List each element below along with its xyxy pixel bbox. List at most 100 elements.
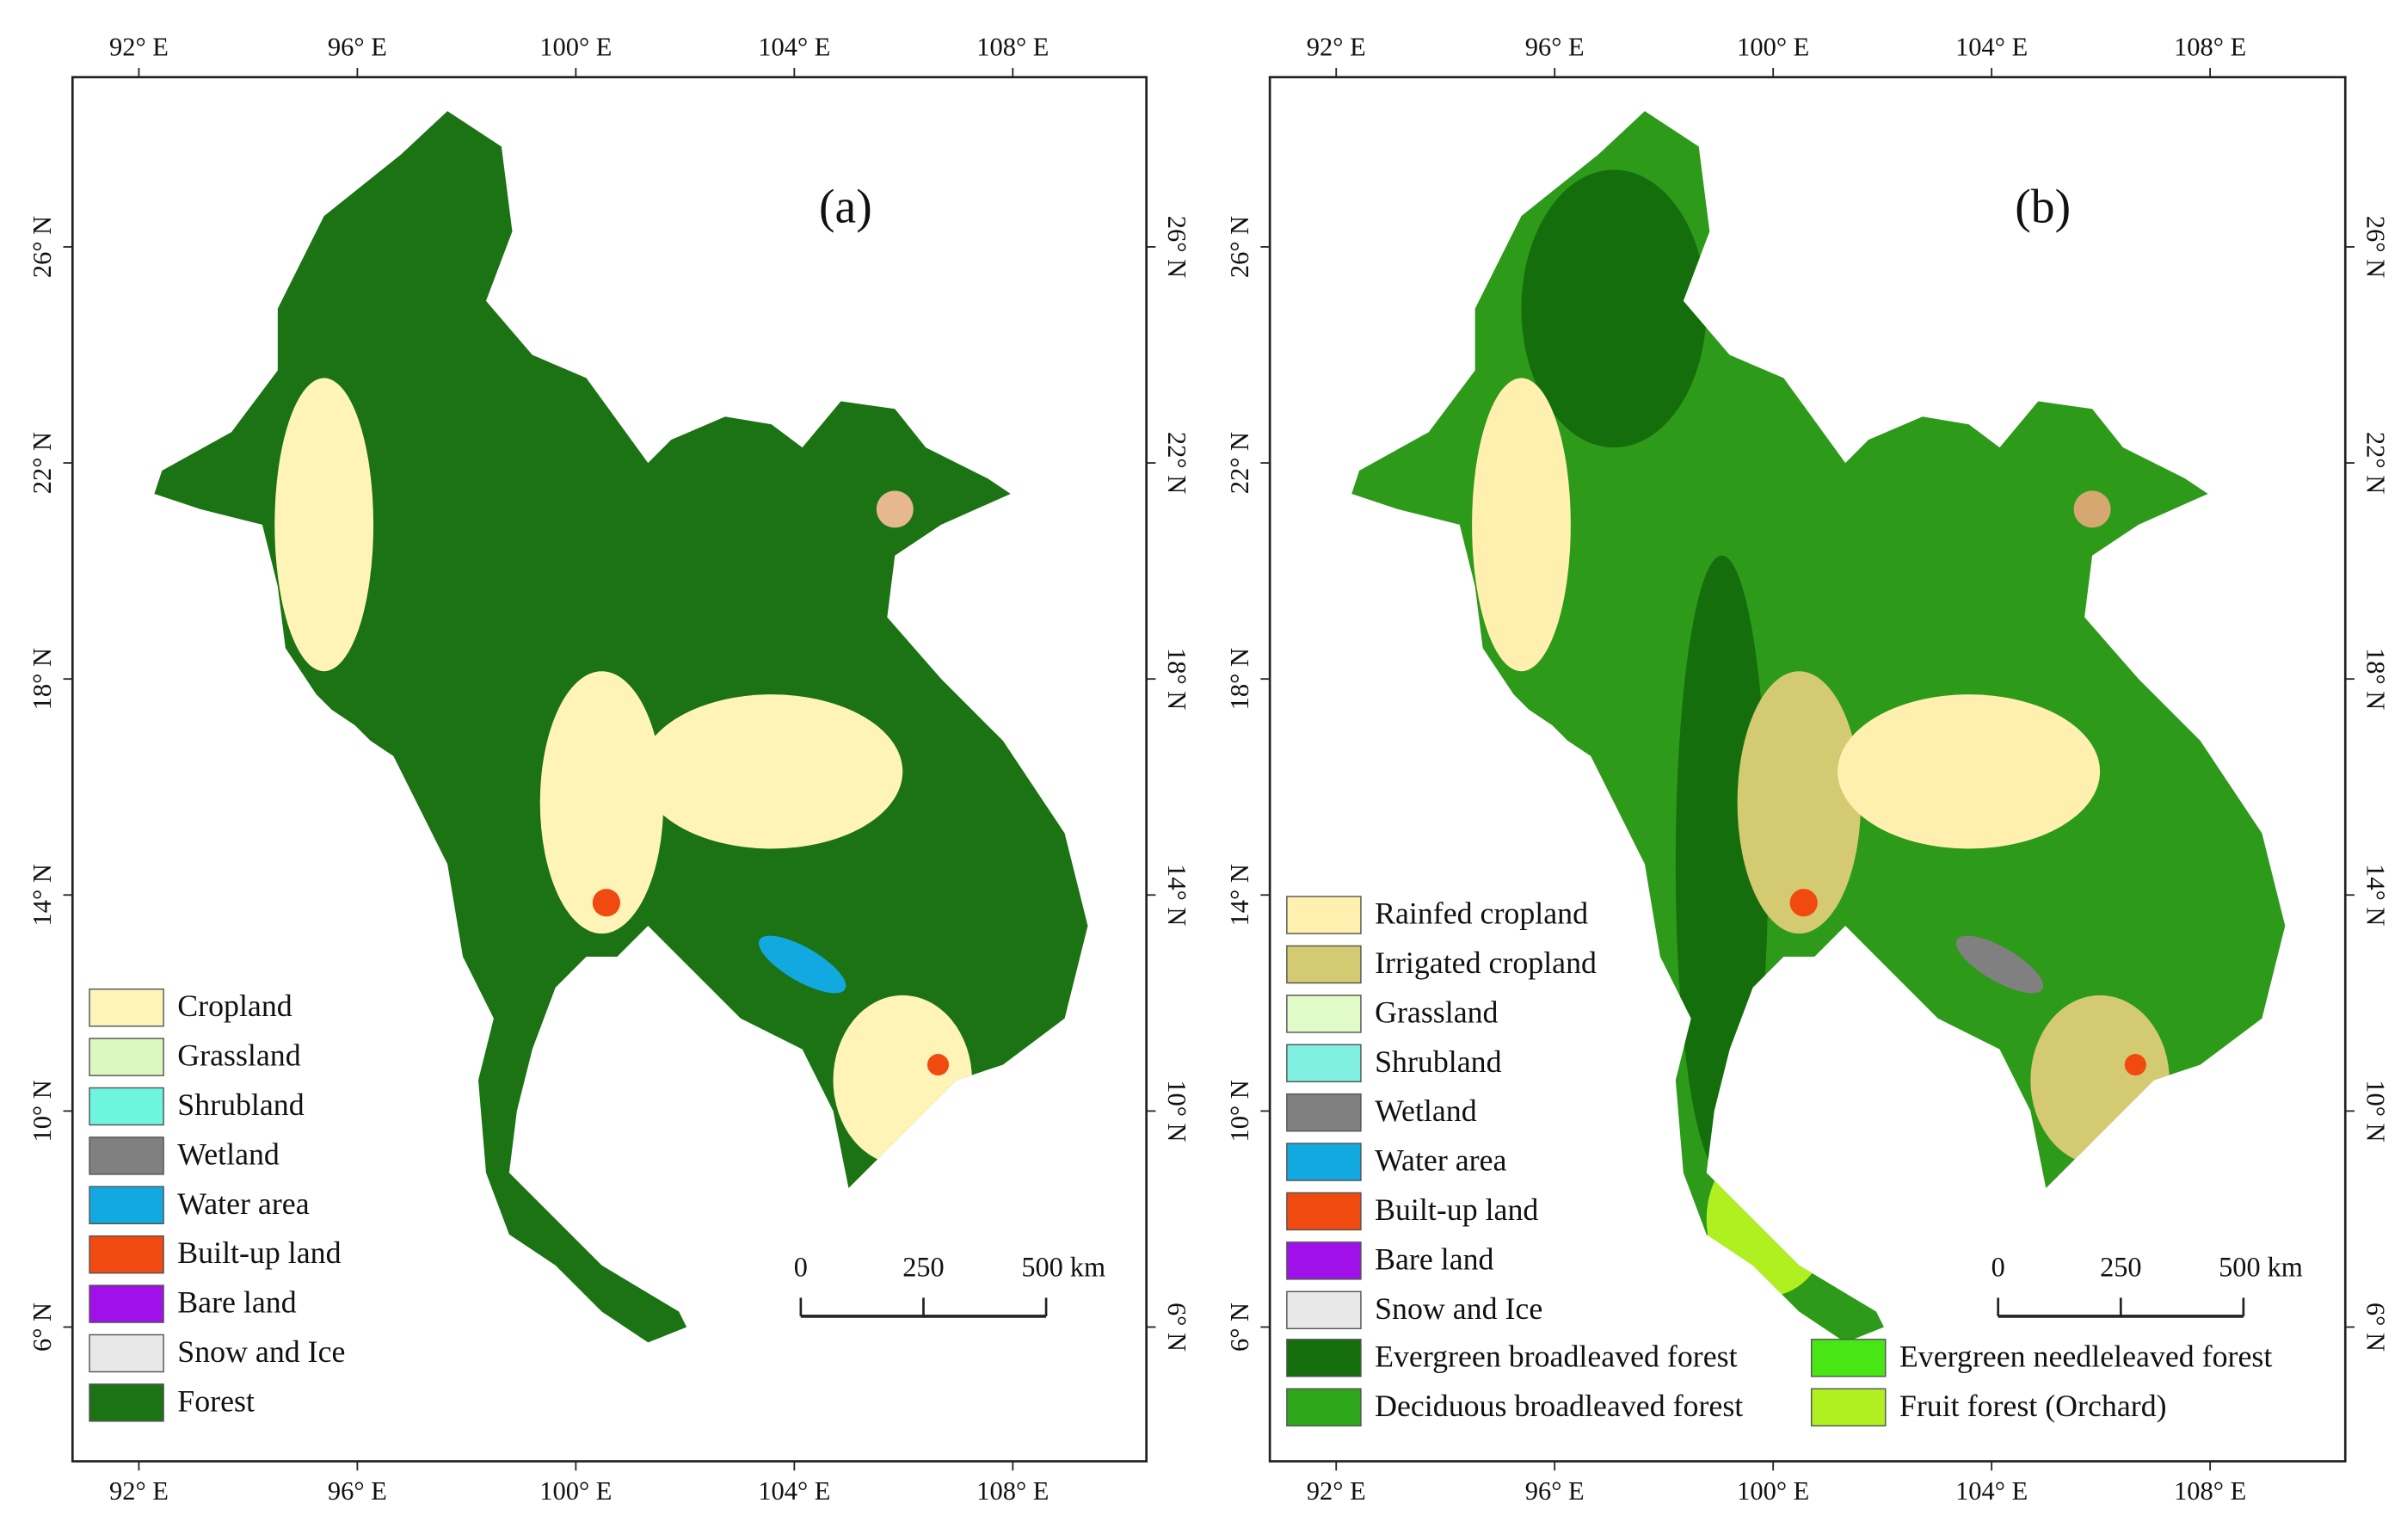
lat-tick-label: 14° N [1225,864,1254,926]
legend-swatch [1286,1388,1362,1426]
lat-tick-label: 14° N [28,864,57,926]
lon-tick-label: 100° E [1737,32,1809,61]
scale-bar-label: 500 km [2219,1252,2303,1283]
lon-tick-label: 108° E [976,1476,1049,1506]
legend-swatch [1286,1291,1362,1329]
lat-tick-label: 10° N [1225,1080,1254,1142]
lon-tick-label: 100° E [539,32,612,61]
lon-tick-label: 108° E [976,32,1049,61]
lat-tick-label: 6° N [1162,1303,1191,1352]
scale-bar-label: 500 km [1021,1252,1105,1283]
legend-swatch [1286,1339,1362,1377]
lon-tick-label: 96° E [328,1476,387,1506]
legend-label: Built-up land [177,1235,341,1270]
lat-tick-label: 6° N [28,1303,57,1352]
lat-tick-label: 10° N [1162,1080,1191,1142]
lat-tick-label: 14° N [1162,864,1191,926]
legend-swatch [1810,1388,1887,1426]
legend-label: Snow and Ice [1375,1291,1542,1326]
legend-swatch [1286,896,1362,934]
legend-swatch [1286,1093,1362,1132]
lat-tick-label: 18° N [1225,648,1254,710]
legend-swatch [89,1235,164,1274]
legend-label: Evergreen broadleaved forest [1375,1339,1738,1373]
legend-label: Water area [1375,1143,1506,1178]
legend-swatch [89,1087,164,1126]
lon-tick-label: 92° E [109,32,169,61]
panel-label: (b) [2015,180,2071,233]
lon-tick-label: 104° E [758,1476,830,1506]
legend-swatch [1810,1339,1887,1377]
lon-tick-label: 96° E [1525,32,1585,61]
lat-tick-label: 10° N [2361,1080,2391,1142]
legend-label: Snow and Ice [177,1334,345,1369]
lat-tick-label: 22° N [2361,432,2391,494]
legend-label: Evergreen needleleaved forest [1899,1339,2272,1373]
lon-tick-label: 100° E [1737,1476,1809,1506]
lat-tick-label: 26° N [2361,216,2391,278]
lat-tick-label: 22° N [1162,432,1191,494]
legend-label: Wetland [1375,1093,1477,1128]
panel-label: (a) [819,180,872,233]
lon-tick-label: 104° E [758,32,830,61]
panel-b: 92° E 92° E 96° E 96° E 100° E 100° E 104° E 10… [1225,32,2391,1506]
legend-swatch [89,1334,164,1373]
legend-label: Shrubland [1375,1044,1501,1079]
legend-swatch [89,1383,164,1422]
legend-swatch [1286,1192,1362,1231]
legend-swatch [1286,1044,1362,1083]
legend-swatch [1286,945,1362,984]
legend-swatch [89,1038,164,1076]
lat-tick-label: 10° N [28,1080,57,1142]
lon-tick-label: 92° E [109,1476,169,1506]
panel-a: 92° E 92° E 96° E 96° E 100° E 100° E 104° E 10… [28,32,1191,1506]
legend-label: Cropland [177,989,292,1023]
legend-label: Water area [177,1186,309,1221]
lon-tick-label: 92° E [1307,1476,1366,1506]
legend-label: Fruit forest (Orchard) [1899,1389,2167,1423]
lat-tick-label: 14° N [2361,864,2391,926]
legend-label: Grassland [177,1038,300,1073]
legend-swatch [89,988,164,1027]
lon-tick-label: 96° E [1525,1476,1585,1506]
legend-swatch [89,1137,164,1175]
lat-tick-label: 6° N [1225,1303,1254,1352]
legend-label: Grassland [1375,995,1498,1029]
legend-swatch [1286,1143,1362,1181]
legend-swatch [1286,995,1362,1033]
lat-tick-label: 22° N [28,432,57,494]
lon-tick-label: 104° E [1955,32,2028,61]
lon-tick-label: 108° E [2174,1476,2246,1506]
lon-tick-label: 108° E [2174,32,2246,61]
legend-swatch [89,1186,164,1225]
lat-tick-label: 26° N [1162,216,1191,278]
lon-tick-label: 96° E [328,32,387,61]
scale-bar-label: 0 [794,1252,808,1283]
scale-bar-label: 0 [1991,1252,2005,1283]
legend-label: Built-up land [1375,1192,1538,1227]
lat-tick-label: 6° N [2361,1303,2391,1352]
legend-label: Rainfed cropland [1375,896,1588,931]
legend-label: Irrigated cropland [1375,946,1597,980]
legend-swatch [1286,1241,1362,1280]
legend-swatch [89,1284,164,1323]
legend-label: Shrubland [177,1087,304,1122]
lat-tick-label: 18° N [1162,648,1191,710]
legend-label: Bare land [1375,1241,1493,1276]
lon-tick-label: 100° E [539,1476,612,1506]
lat-tick-label: 26° N [1225,216,1254,278]
scale-bar-label: 250 [902,1252,944,1283]
lon-tick-label: 92° E [1307,32,1366,61]
scale-bar-label: 250 [2100,1252,2141,1283]
lon-tick-label: 104° E [1955,1476,2028,1506]
legend-label: Wetland [177,1137,280,1171]
land-cover-map [154,111,1088,1343]
lat-tick-label: 18° N [28,648,57,710]
lat-tick-label: 26° N [28,216,57,278]
lat-tick-label: 22° N [1225,432,1254,494]
legend-label: Bare land [177,1285,296,1320]
legend-label: Deciduous broadleaved forest [1375,1389,1743,1423]
legend-label: Forest [177,1383,255,1418]
